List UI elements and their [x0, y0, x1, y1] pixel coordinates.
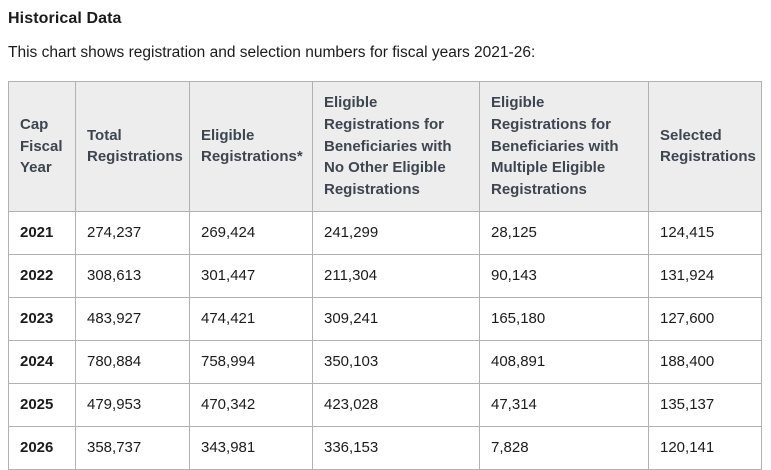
table-row: 2021 274,237 269,424 241,299 28,125 124,415 — [8, 210, 762, 255]
data-cell: 188,400 — [648, 339, 762, 384]
table-row: 2024 780,884 758,994 350,103 408,891 188,400 — [8, 339, 762, 384]
data-cell: 470,342 — [189, 382, 313, 427]
data-cell: 350,103 — [312, 339, 480, 384]
fiscal-year-cell: 2026 — [8, 425, 76, 470]
column-header: Selected Registrations — [648, 81, 762, 212]
column-header: Eligible Registrations for Beneficiaries… — [312, 81, 480, 212]
table-header: Cap Fiscal Year Total Registrations Eligib… — [8, 81, 762, 212]
column-header: Cap Fiscal Year — [8, 81, 76, 212]
data-cell: 408,891 — [479, 339, 649, 384]
historical-data-table: Cap Fiscal Year Total Registrations Eligib… — [8, 81, 762, 470]
data-cell: 336,153 — [312, 425, 480, 470]
section-title: Historical Data — [8, 10, 122, 27]
data-cell: 28,125 — [479, 210, 649, 255]
data-cell: 274,237 — [75, 210, 190, 255]
data-cell: 47,314 — [479, 382, 649, 427]
column-header: Eligible Registrations for Beneficiaries… — [479, 81, 649, 212]
data-cell: 7,828 — [479, 425, 649, 470]
column-header: Eligible Registrations* — [189, 81, 313, 212]
column-header: Total Registrations — [75, 81, 190, 212]
data-cell: 479,953 — [75, 382, 190, 427]
data-cell: 269,424 — [189, 210, 313, 255]
data-cell: 358,737 — [75, 425, 190, 470]
data-cell: 301,447 — [189, 253, 313, 298]
data-cell: 135,137 — [648, 382, 762, 427]
table-row: 2022 308,613 301,447 211,304 90,143 131,924 — [8, 253, 762, 298]
data-cell: 120,141 — [648, 425, 762, 470]
fiscal-year-cell: 2022 — [8, 253, 76, 298]
fiscal-year-cell: 2023 — [8, 296, 76, 341]
table-row: 2025 479,953 470,342 423,028 47,314 135,137 — [8, 382, 762, 427]
fiscal-year-cell: 2025 — [8, 382, 76, 427]
fiscal-year-cell: 2021 — [8, 210, 76, 255]
data-cell: 127,600 — [648, 296, 762, 341]
table-body: 2021 274,237 269,424 241,299 28,125 124,415 20… — [8, 210, 762, 470]
data-cell: 309,241 — [312, 296, 480, 341]
data-cell: 165,180 — [479, 296, 649, 341]
data-cell: 211,304 — [312, 253, 480, 298]
data-cell: 780,884 — [75, 339, 190, 384]
data-cell: 124,415 — [648, 210, 762, 255]
data-cell: 474,421 — [189, 296, 313, 341]
fiscal-year-cell: 2024 — [8, 339, 76, 384]
intro-text: This chart shows registration and select… — [8, 44, 536, 61]
data-cell: 483,927 — [75, 296, 190, 341]
data-cell: 90,143 — [479, 253, 649, 298]
data-cell: 241,299 — [312, 210, 480, 255]
data-cell: 423,028 — [312, 382, 480, 427]
data-cell: 758,994 — [189, 339, 313, 384]
data-cell: 131,924 — [648, 253, 762, 298]
data-cell: 308,613 — [75, 253, 190, 298]
table-row: 2023 483,927 474,421 309,241 165,180 127,600 — [8, 296, 762, 341]
table-row: 2026 358,737 343,981 336,153 7,828 120,141 — [8, 425, 762, 470]
header-row: Cap Fiscal Year Total Registrations Eligib… — [8, 81, 762, 212]
data-cell: 343,981 — [189, 425, 313, 470]
